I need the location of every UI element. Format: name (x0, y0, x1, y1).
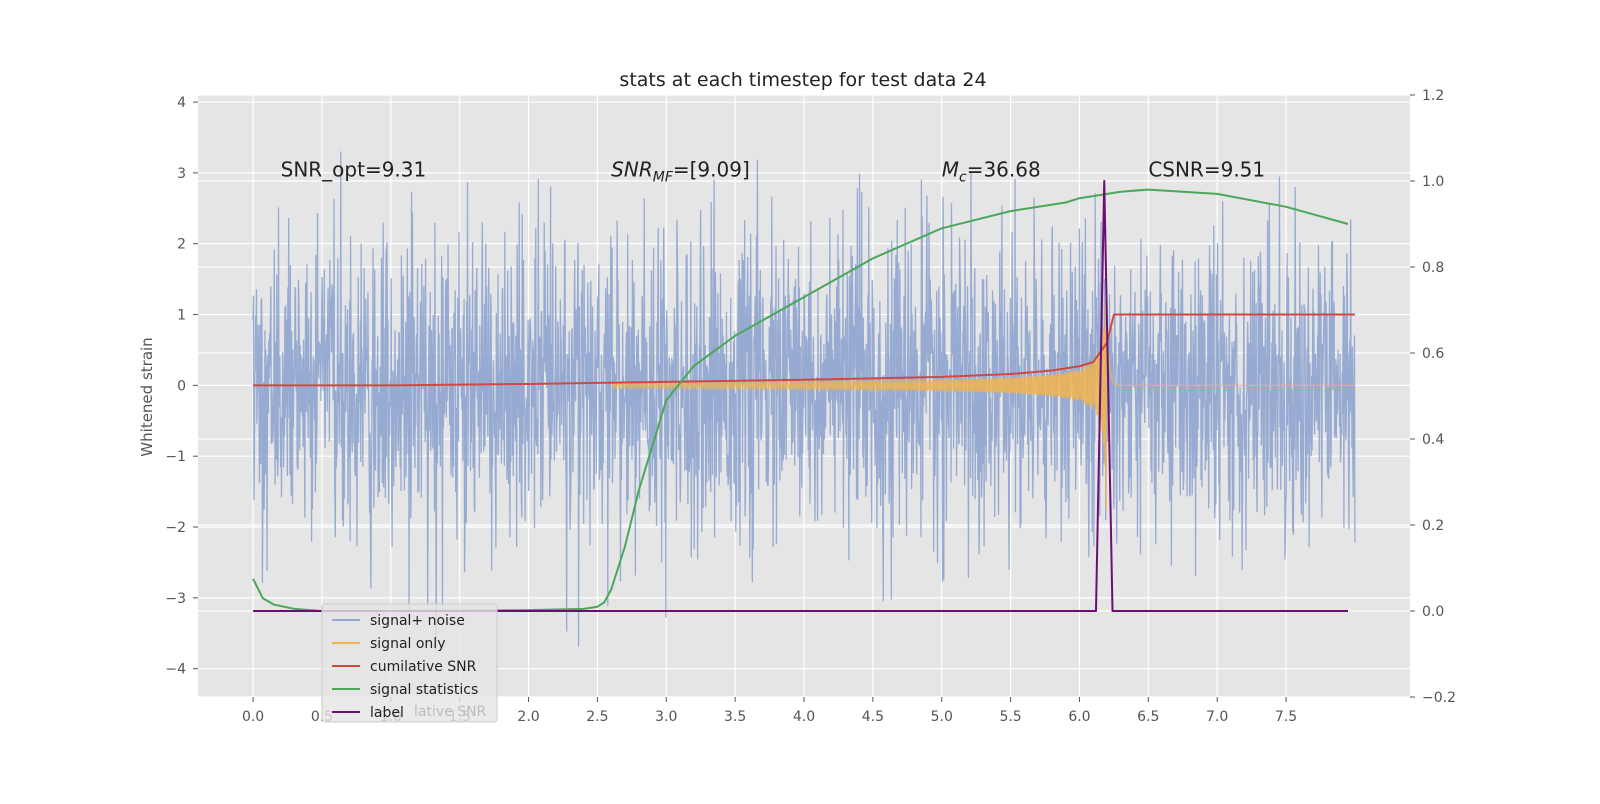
x-tick-label: 2.5 (586, 709, 608, 725)
y-tick-label: 2 (177, 237, 186, 253)
x-tick-label: 3.0 (655, 709, 677, 725)
x-tick-label: 3.5 (724, 709, 746, 725)
y-tick-label: 4 (177, 95, 186, 111)
legend: lative SNR signal+ noise signal only cumila… (321, 603, 498, 723)
y-tick-label: −2 (165, 520, 186, 536)
y-tick-label: −4 (165, 662, 186, 678)
annotation-chirp-mass: Mc=36.68 (942, 157, 1041, 185)
y-tick-label: 1 (177, 308, 186, 324)
annotations: SNR_opt=9.31 SNRMF=[9.09] Mc=36.68 CSNR=9.5… (281, 157, 1265, 185)
legend-label: cumilative SNR (370, 659, 477, 675)
x-tick-label: 7.5 (1275, 709, 1297, 725)
annotation-csnr: CSNR=9.51 (1148, 157, 1265, 181)
legend-label: signal+ noise (370, 613, 465, 629)
annotation-snr-opt: SNR_opt=9.31 (281, 157, 427, 181)
y2-tick-label: 0.2 (1422, 518, 1444, 534)
y2-tick-label: 0.8 (1422, 260, 1444, 276)
y2-tick-label: 0.6 (1422, 346, 1444, 362)
legend-label: label (370, 705, 404, 721)
legend-box (321, 603, 498, 723)
legend-label: signal only (370, 636, 445, 652)
x-tick-label: 4.0 (793, 709, 815, 725)
y-tick-label: 0 (177, 378, 186, 394)
y2-tick-label: 0.4 (1422, 432, 1444, 448)
annotation-snr-mf: SNRMF=[9.09] (611, 157, 750, 185)
x-tick-label: 7.0 (1206, 709, 1228, 725)
legend-label: signal statistics (370, 682, 478, 698)
y2-tick-label: 1.0 (1422, 174, 1444, 190)
x-tick-label: 6.5 (1137, 709, 1159, 725)
y-tick-label: −1 (165, 449, 186, 465)
y2-tick-label: 0.0 (1422, 604, 1444, 620)
chart-title: stats at each timestep for test data 24 (619, 69, 986, 91)
y2-tick-label: 1.2 (1422, 88, 1444, 104)
y-axis-label: Whitened strain (138, 337, 156, 456)
y-tick-label: −3 (165, 591, 186, 607)
x-tick-label: 0.0 (242, 709, 264, 725)
x-tick-label: 5.5 (999, 709, 1021, 725)
x-tick-label: 2.0 (517, 709, 539, 725)
y-tick-label: 3 (177, 166, 186, 182)
y2-tick-label: −0.2 (1422, 690, 1456, 706)
x-tick-label: 4.5 (862, 709, 884, 725)
series-line-label (253, 180, 1349, 612)
series-line-signal-only (610, 301, 1355, 510)
x-tick-label: 6.0 (1068, 709, 1090, 725)
legend-overlap-text: lative SNR (414, 704, 487, 720)
series-line-signal-noise (252, 151, 1356, 654)
x-tick-label: 5.0 (931, 709, 953, 725)
